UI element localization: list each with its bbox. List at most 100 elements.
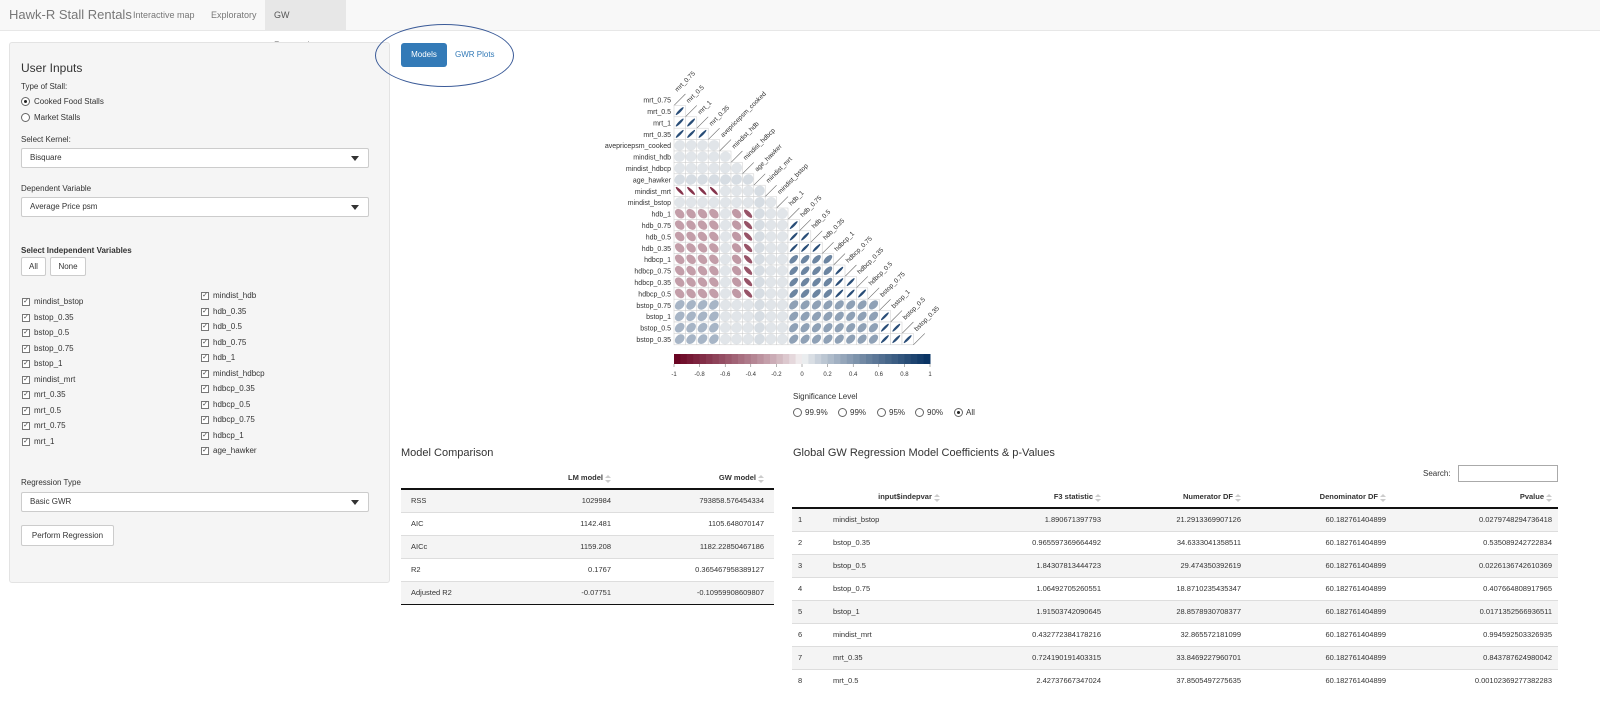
corrplot-ellipse: [731, 220, 742, 230]
tab-interactive-map[interactable]: Interactive map: [133, 10, 195, 20]
table-row[interactable]: 7 mrt_0.35 0.724190191403315 33.84692279607…: [792, 645, 1558, 669]
checkbox-mindist_hdb[interactable]: ✓: [201, 292, 209, 300]
corrplot-ellipse: [754, 231, 765, 242]
table-row[interactable]: 2 bstop_0.35 0.965597369664492 34.633304135…: [792, 530, 1558, 554]
sort-icon[interactable]: [758, 474, 764, 483]
checkbox-hdb_1[interactable]: ✓: [201, 354, 209, 362]
checkbox-bstop_0.75[interactable]: ✓: [22, 344, 30, 353]
checkbox-bstop_1[interactable]: ✓: [22, 360, 30, 368]
perform-regression-button[interactable]: Perform Regression: [21, 525, 114, 546]
checkbox-hdbcp_0.5[interactable]: ✓: [201, 400, 209, 409]
colorbar-segment: [718, 354, 726, 364]
column-header[interactable]: Pvalue: [1392, 487, 1558, 509]
corrplot-ellipse: [719, 208, 731, 220]
tab-exploratory[interactable]: Exploratory: [211, 10, 257, 20]
corrplot-ellipse: [686, 277, 696, 287]
significance-radio[interactable]: [838, 408, 847, 417]
radio-market-stalls[interactable]: [21, 113, 30, 122]
significance-radio[interactable]: [915, 408, 924, 417]
significance-radio[interactable]: [954, 408, 963, 417]
sort-icon[interactable]: [1546, 493, 1552, 502]
tab-models[interactable]: Models: [401, 43, 447, 67]
sort-icon[interactable]: [605, 474, 611, 483]
corrplot-ellipse: [674, 174, 685, 185]
column-header[interactable]: F3 statistic: [957, 487, 1107, 509]
corrplot-ellipse: [880, 323, 889, 332]
table-row[interactable]: 8 mrt_0.5 2.42737667347024 37.8505497275635…: [792, 668, 1558, 692]
kernel-select[interactable]: Bisquare: [21, 148, 369, 168]
colorbar-segment: [750, 354, 758, 364]
sort-icon[interactable]: [1380, 493, 1386, 502]
checkbox-hdb_0.75[interactable]: ✓: [201, 338, 209, 347]
corrplot-diagonal: [673, 93, 686, 106]
dependent-select[interactable]: Average Price psm: [21, 197, 369, 217]
colorbar-tick-label: 0.4: [849, 372, 858, 378]
corrplot-col-label: hdb_0.5: [811, 208, 833, 230]
table-row[interactable]: 1 mindist_bstop 1.890671397793 21.291336990…: [792, 507, 1558, 531]
corrplot-row-label: mindist_hdb: [633, 155, 671, 162]
checkbox-age_hawker[interactable]: ✓: [201, 447, 209, 455]
corrplot-row-label: hdb_1: [652, 212, 672, 219]
column-header[interactable]: input$indepvar: [827, 487, 957, 509]
regression-type-select[interactable]: Basic GWR: [21, 492, 369, 512]
checkbox-hdbcp_0.35[interactable]: ✓: [201, 385, 209, 393]
checkbox-mindist_bstop[interactable]: ✓: [22, 298, 30, 306]
significance-radio[interactable]: [877, 408, 886, 417]
corrplot-ellipse: [697, 196, 708, 208]
corrplot-ellipse: [709, 220, 719, 230]
checkbox-mrt_0.5[interactable]: ✓: [22, 406, 30, 415]
column-header[interactable]: Numerator DF: [1107, 487, 1247, 509]
checkbox-mrt_0.75[interactable]: ✓: [22, 422, 30, 430]
tab-gw-regression[interactable]: GW Regression: [265, 0, 346, 50]
checkbox-label: hdbcp_0.5: [213, 399, 251, 409]
significance-radio[interactable]: [793, 408, 802, 417]
colorbar-segment: [878, 354, 886, 364]
colorbar-segment: [757, 354, 765, 364]
table-row[interactable]: 3 bstop_0.5 1.84307813444723 29.47435039261…: [792, 553, 1558, 577]
corrplot-ellipse: [731, 174, 742, 185]
corrplot-ellipse: [823, 311, 833, 321]
colorbar-tick-label: -0.8: [694, 372, 705, 378]
corrplot-ellipse: [765, 219, 777, 231]
sort-icon[interactable]: [1235, 493, 1241, 502]
corrplot-ellipse: [697, 322, 708, 333]
table-cell: Adjusted R2: [401, 580, 531, 605]
corrplot-ellipse: [686, 311, 696, 322]
corrplot-row-label: hdb_0.35: [642, 246, 671, 253]
select-none-button[interactable]: None: [50, 257, 86, 276]
checkbox-mindist_mrt[interactable]: ✓: [22, 375, 30, 384]
table-row: RSS 1029984 793858.576454334: [401, 488, 774, 512]
table-cell: R2: [401, 557, 531, 581]
column-header[interactable]: Denominator DF: [1247, 487, 1392, 509]
checkbox-hdb_0.35[interactable]: ✓: [201, 307, 209, 316]
table-row[interactable]: 4 bstop_0.75 1.06492705260551 18.8710235435…: [792, 576, 1558, 600]
corrplot-row-label: hdb_0.75: [642, 223, 671, 230]
checkbox-mrt_0.35[interactable]: ✓: [22, 391, 30, 399]
checkbox-hdb_0.5[interactable]: ✓: [201, 323, 209, 331]
checkbox-hdbcp_0.75[interactable]: ✓: [201, 416, 209, 424]
table-row[interactable]: 5 bstop_1 1.91503742090645 28.8578930708377…: [792, 599, 1558, 623]
sort-icon[interactable]: [1095, 493, 1101, 502]
checkbox-mrt_1[interactable]: ✓: [22, 437, 30, 446]
app-brand[interactable]: Hawk-R Stall Rentals: [9, 7, 132, 22]
corrplot-ellipse: [719, 196, 731, 208]
tab-gwr-plots[interactable]: GWR Plots: [455, 50, 495, 59]
search-input[interactable]: [1458, 465, 1558, 482]
corrplot-diagonal: [867, 287, 880, 300]
column-header[interactable]: GW model: [621, 468, 774, 490]
corrplot-row-label: mrt_0.5: [647, 109, 671, 116]
checkbox-bstop_0.35[interactable]: ✓: [22, 313, 30, 322]
corrplot-ellipse: [731, 322, 743, 334]
checkbox-mindist_hdbcp[interactable]: ✓: [201, 369, 209, 378]
corrplot-col-label: hdb_1: [788, 189, 806, 207]
table-row[interactable]: 6 mindist_mrt 0.432772384178216 32.86557218…: [792, 622, 1558, 646]
checkbox-hdbcp_1[interactable]: ✓: [201, 431, 209, 440]
select-all-button[interactable]: All: [21, 257, 46, 276]
checkbox-bstop_0.5[interactable]: ✓: [22, 329, 30, 337]
independent-label: Select Independent Variables: [21, 246, 132, 255]
sort-icon[interactable]: [933, 493, 940, 502]
corrplot-ellipse: [687, 186, 696, 195]
column-header[interactable]: LM model: [531, 468, 621, 490]
radio-cooked-food[interactable]: [21, 97, 30, 106]
corrplot-ellipse: [812, 277, 821, 287]
